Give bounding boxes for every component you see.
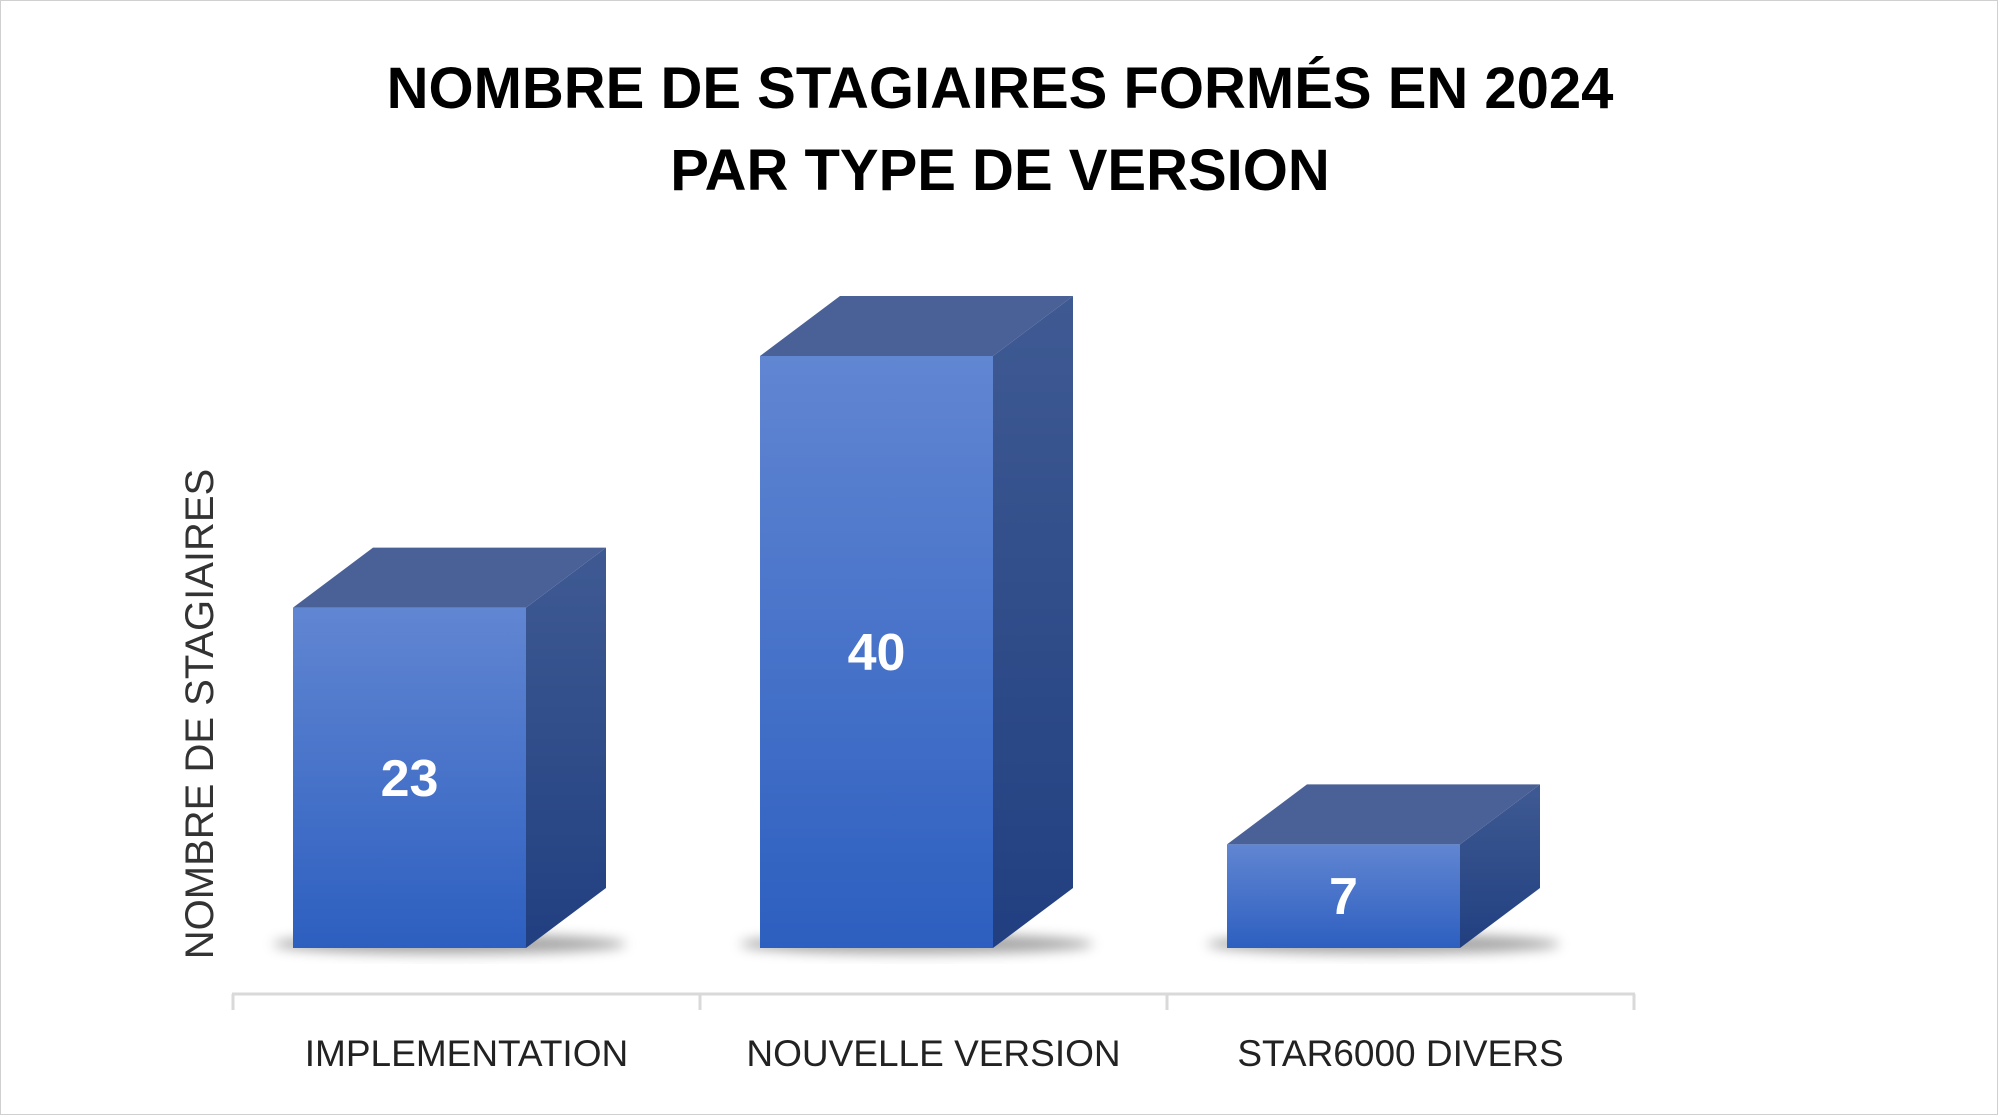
x-axis [231, 992, 1636, 1010]
bar-data-label: 7 [1329, 868, 1358, 926]
bar-2: 40 [740, 296, 1093, 954]
bar-side-face [993, 296, 1073, 948]
bar-front-face [760, 356, 993, 948]
bar-3: 7 [1207, 784, 1560, 954]
bar-top-face [760, 296, 1073, 356]
bar-side-face [1460, 784, 1540, 948]
bars-group: 23 40 7 [273, 296, 1560, 954]
bar-top-face [1227, 784, 1540, 845]
bar-front-face [1227, 844, 1460, 948]
chart-title-line-1: NOMBRE DE STAGIAIRES FORMÉS EN 2024 [386, 56, 1614, 121]
y-axis-label: NOMBRE DE STAGIAIRES [178, 469, 222, 959]
chart-title: NOMBRE DE STAGIAIRES FORMÉS EN 2024 PAR … [0, 48, 2000, 212]
chart-title-line-2: PAR TYPE DE VERSION [670, 138, 1330, 203]
bar-data-label: 23 [381, 750, 439, 808]
bar-1: 23 [273, 547, 626, 954]
x-tick-label: IMPLEMENTATION [305, 1033, 628, 1074]
x-tick-label: NOUVELLE VERSION [746, 1033, 1120, 1074]
bar-top-face [293, 547, 606, 608]
bar-side-face [526, 547, 606, 948]
bar-front-face [293, 607, 526, 948]
x-axis-tick-labels: IMPLEMENTATION NOUVELLE VERSION STAR6000 D… [305, 1033, 1564, 1074]
bar-data-label: 40 [848, 624, 906, 682]
x-tick-label: STAR6000 DIVERS [1237, 1033, 1563, 1074]
